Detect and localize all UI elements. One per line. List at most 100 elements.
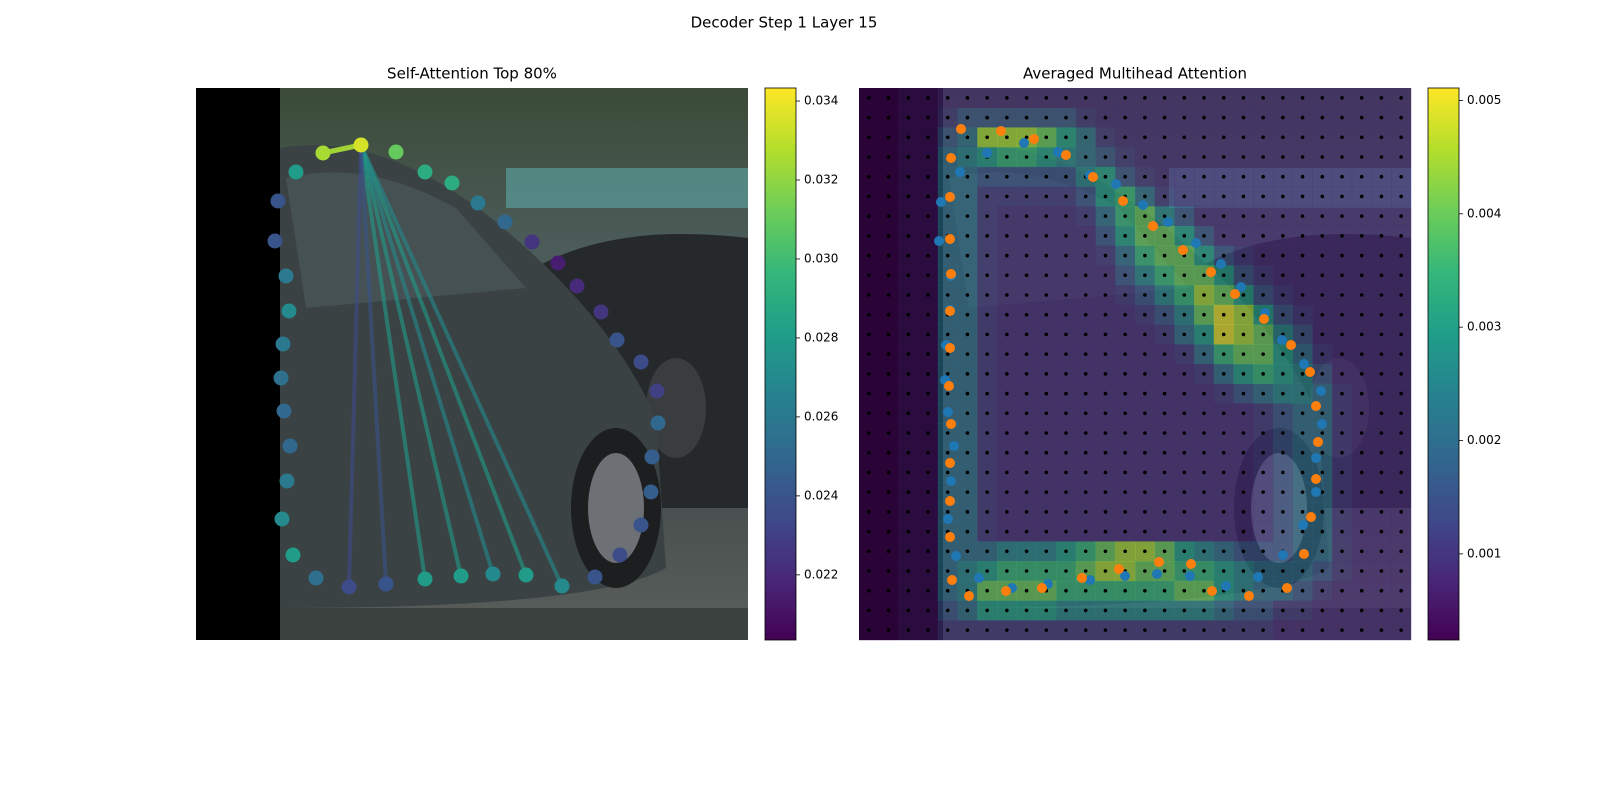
grid-dot — [1320, 628, 1325, 632]
grid-dot — [1083, 293, 1088, 297]
point — [1305, 367, 1315, 377]
grid-dot — [926, 293, 930, 297]
grid-dot — [1162, 234, 1167, 238]
grid-dot — [945, 253, 950, 258]
grid-dot — [1379, 214, 1384, 218]
grid-dot — [1162, 115, 1167, 120]
point — [1191, 238, 1201, 248]
point — [945, 458, 955, 468]
grid-dot — [906, 234, 911, 238]
grid-dot — [1143, 312, 1147, 317]
grid-dot — [1143, 549, 1147, 554]
grid-dot — [1083, 470, 1088, 475]
point — [1061, 150, 1071, 160]
grid-dot — [1379, 135, 1384, 140]
grid-dot — [1320, 174, 1325, 179]
grid-dot — [1064, 431, 1068, 435]
grid-dot — [1202, 470, 1206, 475]
grid-dot — [1241, 155, 1246, 159]
grid-dot — [926, 194, 930, 199]
grid-dot — [1399, 431, 1403, 435]
grid-dot — [1281, 470, 1285, 475]
grid-dot — [926, 470, 930, 475]
grid-dot — [1221, 450, 1226, 455]
point — [388, 144, 404, 160]
point — [1111, 179, 1121, 189]
grid-dot — [1399, 273, 1403, 278]
point — [946, 269, 956, 279]
grid-dot — [1103, 194, 1108, 199]
grid-dot — [1162, 174, 1167, 179]
grid-dot — [1143, 372, 1147, 376]
grid-dot — [1241, 529, 1246, 534]
grid-dot — [1005, 628, 1009, 632]
point — [281, 303, 297, 319]
grid-dot — [1320, 332, 1325, 337]
grid-dot — [1024, 549, 1029, 554]
grid-dot — [906, 549, 911, 554]
grid-dot — [1103, 431, 1108, 435]
grid-dot — [965, 569, 970, 573]
grid-dot — [1143, 470, 1147, 475]
grid-dot — [965, 450, 970, 455]
grid-dot — [906, 470, 911, 475]
grid-dot — [1399, 214, 1403, 218]
grid-dot — [1300, 194, 1305, 199]
point — [1077, 573, 1087, 583]
grid-dot — [1281, 312, 1285, 317]
grid-dot — [1005, 352, 1009, 356]
grid-dot — [1123, 628, 1127, 632]
grid-dot — [906, 115, 911, 120]
grid-dot — [1005, 214, 1009, 218]
grid-dot — [1261, 411, 1265, 416]
grid-dot — [906, 569, 911, 573]
grid-dot — [1083, 115, 1088, 120]
grid-dot — [1123, 332, 1127, 337]
grid-dot — [1359, 569, 1364, 573]
grid-dot — [1064, 391, 1068, 396]
grid-dot — [1379, 332, 1384, 337]
grid-dot — [1379, 312, 1384, 317]
grid-dot — [945, 510, 950, 514]
grid-dot — [886, 214, 891, 218]
grid-dot — [906, 194, 911, 199]
grid-dot — [985, 608, 989, 613]
grid-dot — [1005, 312, 1009, 317]
grid-dot — [1300, 608, 1305, 613]
grid-dot — [1359, 391, 1364, 396]
grid-dot — [1182, 608, 1187, 613]
grid-dot — [1359, 372, 1364, 376]
grid-dot — [1281, 569, 1285, 573]
grid-dot — [886, 194, 891, 199]
grid-dot — [1083, 194, 1088, 199]
grid-dot — [1005, 194, 1009, 199]
grid-dot — [1143, 234, 1147, 238]
grid-dot — [906, 352, 911, 356]
grid-dot — [1123, 253, 1127, 258]
grid-dot — [926, 490, 930, 494]
grid-dot — [1005, 569, 1009, 573]
grid-dot — [1202, 332, 1206, 337]
point — [378, 576, 394, 592]
grid-dot — [1143, 332, 1147, 337]
grid-dot — [1083, 529, 1088, 534]
grid-dot — [1123, 115, 1127, 120]
point — [518, 567, 534, 583]
grid-dot — [1143, 588, 1147, 593]
grid-dot — [1221, 490, 1226, 494]
grid-dot — [945, 549, 950, 554]
grid-dot — [1182, 174, 1187, 179]
grid-dot — [1241, 372, 1246, 376]
grid-dot — [906, 490, 911, 494]
grid-dot — [926, 253, 930, 258]
grid-dot — [1182, 293, 1187, 297]
grid-dot — [1103, 628, 1108, 632]
grid-dot — [1202, 431, 1206, 435]
point — [288, 164, 304, 180]
grid-dot — [1143, 510, 1147, 514]
grid-dot — [1359, 332, 1364, 337]
grid-dot — [1300, 529, 1305, 534]
grid-dot — [886, 96, 891, 100]
grid-dot — [1005, 234, 1009, 238]
grid-dot — [1241, 628, 1246, 632]
